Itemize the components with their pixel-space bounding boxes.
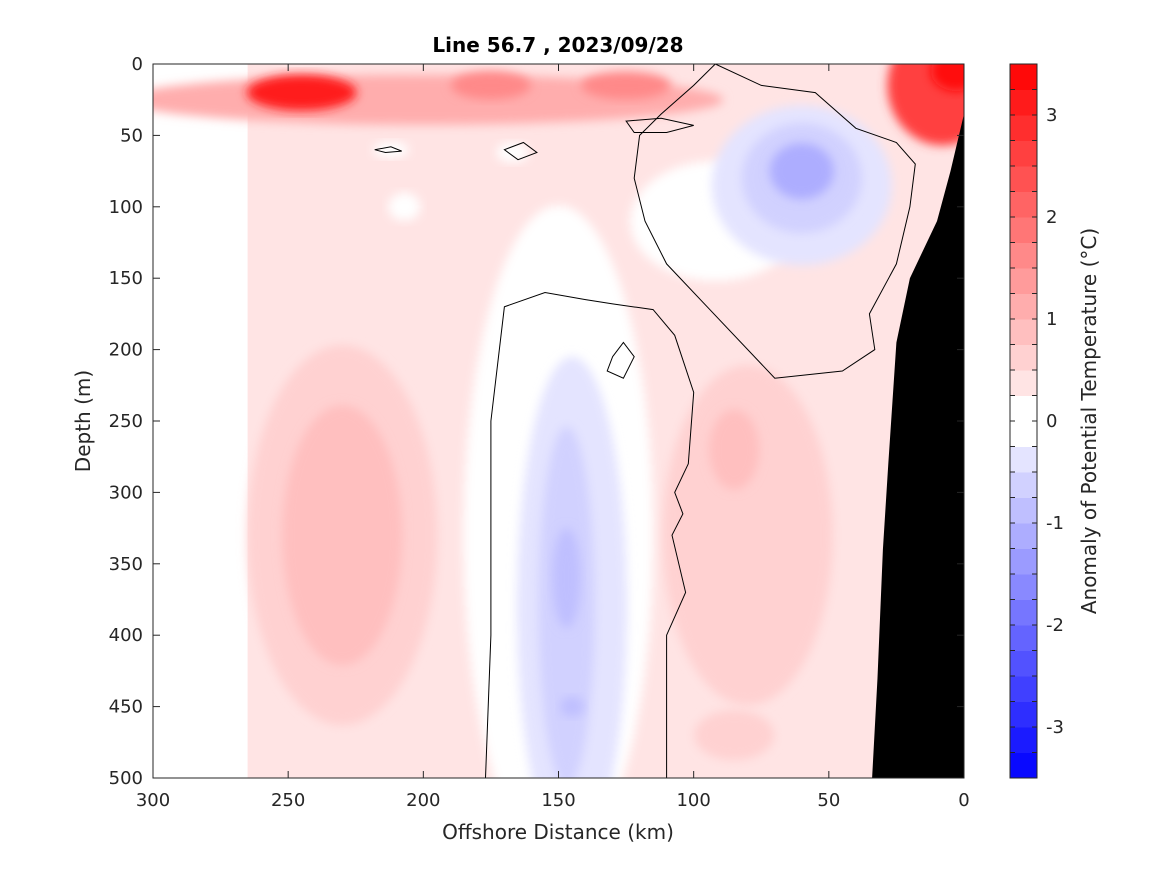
colorbar-bin [1010, 599, 1037, 626]
colorbar-bin [1010, 293, 1037, 320]
y-tick-label: 400 [109, 625, 143, 646]
colorbar-bin [1010, 676, 1037, 702]
zero-contour-island-b [625, 117, 694, 133]
surface-warm-central [581, 71, 672, 100]
warm-anomaly-deep [694, 710, 775, 761]
y-tick-label: 50 [120, 125, 143, 146]
colorbar-bin [1010, 395, 1037, 422]
colorbar-tick-label: 3 [1046, 105, 1057, 126]
warm-anomaly-offshore-core [282, 405, 403, 666]
colorbar-bin [1010, 472, 1037, 498]
y-axis-ticks: 0 50 100 150 200 250 300 350 400 450 500 [109, 54, 964, 789]
x-tick-label: 100 [676, 790, 710, 811]
warm-anomaly-inshore-core [709, 409, 760, 490]
plot-area [152, 63, 965, 779]
y-tick-label: 350 [109, 554, 143, 575]
zero-contour-cold-column [485, 291, 695, 778]
warm-anomaly-inshore [662, 365, 833, 706]
neutral-spot-b [372, 141, 409, 158]
colorbar-tick-label: 1 [1046, 309, 1057, 330]
x-tick-label: 0 [958, 790, 969, 811]
colorbar-tick-label: 0 [1046, 411, 1057, 432]
zero-contour-island-d [374, 146, 402, 154]
colorbar-bin [1010, 650, 1037, 677]
colorbar-bin [1010, 319, 1037, 345]
y-tick-label: 300 [109, 482, 143, 503]
x-axis-label: Offshore Distance (km) [442, 820, 674, 844]
zero-contour-island-c [503, 141, 538, 161]
x-tick-label: 150 [541, 790, 575, 811]
x-tick-label: 50 [817, 790, 840, 811]
colorbar-bin [1010, 344, 1037, 371]
y-tick-label: 450 [109, 697, 143, 718]
cold-anomaly-upper-core [769, 143, 834, 200]
x-tick-label: 300 [136, 790, 170, 811]
colorbar-bin [1010, 752, 1037, 779]
x-tick-label: 200 [406, 790, 440, 811]
x-tick-label: 250 [271, 790, 305, 811]
y-tick-label: 150 [109, 268, 143, 289]
colorbar-tick-label: 2 [1046, 207, 1057, 228]
y-tick-label: 250 [109, 411, 143, 432]
y-tick-label: 200 [109, 340, 143, 361]
colorbar-bin [1010, 548, 1037, 575]
colorbar-bin [1010, 625, 1037, 651]
y-tick-label: 500 [109, 768, 143, 789]
surface-warm-mid [450, 71, 531, 100]
colorbar-bin [1010, 701, 1037, 728]
colorbar-bin [1010, 166, 1037, 192]
y-axis-label: Depth (m) [71, 370, 95, 472]
neutral-spot-a [388, 192, 421, 221]
coastal-warm-peak [930, 64, 964, 92]
colorbar-bin [1010, 421, 1037, 447]
colorbar-bin [1010, 446, 1037, 473]
colorbar-bin [1010, 497, 1037, 524]
colorbar-label: Anomaly of Potential Temperature (°C) [1077, 228, 1101, 614]
colorbar-tick-label: -2 [1046, 615, 1064, 636]
zero-contours [374, 64, 916, 778]
y-tick-label: 100 [109, 197, 143, 218]
surface-warm-max-west [246, 74, 357, 111]
colorbar-bin [1010, 217, 1037, 243]
colorbar-bin [1010, 140, 1037, 167]
x-axis-ticks: 300 250 200 150 100 50 0 [136, 64, 970, 811]
colorbar-bin [1010, 89, 1037, 116]
colorbar-tick-label: -1 [1046, 513, 1064, 534]
colorbar-tick-label: -3 [1046, 717, 1064, 738]
colorbar-bin [1010, 523, 1037, 549]
colorbar: 3 2 1 0 -1 -2 -3 Anomaly of Potential Temperat… [1009, 63, 1101, 779]
colorbar-bin [1010, 191, 1037, 218]
chart-title: Line 56.7 , 2023/09/28 [432, 33, 683, 57]
colorbar-bin [1010, 242, 1037, 269]
neutral-spot-c [496, 142, 529, 163]
zero-contour-cold-upper [633, 64, 916, 379]
zero-contour-island-a [606, 341, 635, 379]
colorbar-bin [1010, 574, 1037, 600]
colorbar-bin [1010, 370, 1037, 396]
colorbar-bin [1010, 64, 1037, 90]
colorbar-bin [1010, 115, 1037, 141]
cold-anomaly-deep-core [560, 696, 585, 717]
colorbar-bin [1010, 268, 1037, 294]
colorbar-bin [1010, 727, 1037, 753]
cold-anomaly-column-core [552, 528, 581, 629]
bathymetry-seafloor [872, 113, 964, 779]
y-tick-label: 0 [132, 54, 143, 75]
anomaly-field [153, 64, 964, 778]
